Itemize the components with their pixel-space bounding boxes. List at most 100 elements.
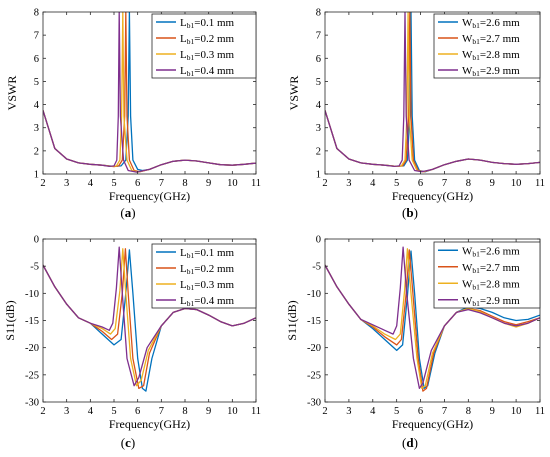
plot-frame-a (42, 11, 257, 175)
x-tick-label: 7 (442, 178, 447, 189)
y-tick-label: 0 (316, 235, 321, 246)
legend-label-value: =2.8 mm (480, 278, 520, 290)
legend-label-subscript: b1 (472, 282, 480, 291)
legend-entry-3: Lb1=0.3 mm (180, 279, 234, 292)
plot-frame-b (324, 11, 541, 175)
y-tick-label: 1 (34, 170, 39, 181)
legend-entry-4: Wb1=2.9 mm (462, 65, 520, 78)
legend-box (151, 13, 257, 79)
y-tick-label: -20 (25, 343, 39, 354)
x-tick-label: 5 (111, 178, 116, 189)
legend-label-value: =0.4 mm (194, 65, 234, 77)
legend-label-base: L (180, 279, 187, 291)
legend-label-value: =0.3 mm (194, 49, 234, 61)
x-tick-label: 7 (159, 178, 164, 189)
legend-label-value: =0.2 mm (194, 263, 234, 275)
y-axis-label: S11(dB) (3, 300, 17, 340)
caption-close: ) (131, 205, 135, 220)
legend-label-value: =2.6 mm (480, 245, 520, 257)
x-tick-label: 6 (418, 178, 423, 189)
legend-label-subscript: b1 (187, 251, 195, 260)
x-tick-label: 10 (227, 178, 238, 189)
x-tick-label: 2 (322, 178, 327, 189)
x-tick-label: 11 (251, 406, 261, 417)
legend-label-subscript: b1 (472, 53, 480, 62)
legend-label-subscript: b1 (187, 267, 195, 276)
y-tick-label: 4 (34, 100, 40, 111)
legend-label-subscript: b1 (472, 37, 480, 46)
caption-close: ) (414, 435, 418, 450)
legend-label-subscript: b1 (472, 299, 480, 308)
x-axis-label: Frequency(GHz) (392, 189, 473, 203)
legend-label-base: W (462, 295, 473, 307)
legend-label-subscript: b1 (187, 21, 195, 30)
x-axis-label: Frequency(GHz) (109, 189, 190, 203)
legend-entry-1: Wb1=2.6 mm (462, 17, 520, 30)
legend-label-subscript: b1 (187, 283, 195, 292)
x-tick-label: 2 (322, 406, 327, 417)
legend-label-base: W (462, 33, 473, 45)
legend-label-base: L (180, 263, 187, 275)
x-tick-label: 5 (394, 406, 399, 417)
legend-entry-4: Lb1=0.4 mm (180, 65, 234, 78)
x-tick-label: 10 (227, 406, 238, 417)
caption-open: ( (121, 435, 125, 450)
x-tick-label: 3 (64, 178, 69, 189)
x-tick-label: 10 (511, 406, 522, 417)
y-tick-label: -25 (25, 370, 39, 381)
x-tick-label: 10 (511, 178, 522, 189)
series-line-c-4 (43, 246, 256, 387)
x-tick-label: 6 (135, 178, 140, 189)
y-tick-label: 5 (34, 77, 39, 88)
legend-entry-3: Wb1=2.8 mm (462, 49, 520, 62)
panel-a-series (43, 12, 256, 173)
caption-letter: b (406, 205, 413, 220)
legend-entry-4: Wb1=2.9 mm (462, 295, 520, 308)
y-tick-label: -15 (307, 316, 321, 327)
y-tick-label: 7 (34, 31, 39, 42)
caption-letter: d (406, 435, 414, 450)
y-tick-label: 2 (34, 146, 39, 157)
x-tick-label: 8 (466, 406, 471, 417)
legend-entry-4: Lb1=0.4 mm (180, 295, 234, 308)
legend-label-subscript: b1 (187, 299, 195, 308)
legend-entry-3: Wb1=2.8 mm (462, 278, 520, 291)
legend-label-base: L (180, 247, 187, 259)
x-tick-label: 4 (370, 406, 376, 417)
legend-label-base: W (462, 262, 473, 274)
legend-label-base: W (462, 278, 473, 290)
legend-label-base: L (180, 295, 187, 307)
legend-entry-2: Lb1=0.2 mm (180, 263, 234, 276)
x-tick-label: 8 (182, 178, 187, 189)
y-tick-label: 6 (316, 54, 321, 65)
x-tick-label: 9 (206, 406, 211, 417)
legend-label-base: L (180, 17, 187, 29)
panel-a: 2 3 4 5 6 7 8 9 10 1112345678Frequency(GHz)VSWRLb… (5, 8, 261, 221)
legend-label-subscript: b1 (472, 21, 480, 30)
y-tick-label: 1 (316, 170, 321, 181)
panel-c: 2 3 4 5 6 7 8 9 10 11 -30 -25 -20 -15 -10 -5 0 Frequency(… (3, 235, 261, 451)
panel-caption: (b) (402, 205, 418, 220)
legend-box (433, 13, 541, 79)
caption-open: ( (120, 205, 124, 220)
caption-open: ( (402, 435, 406, 450)
y-tick-label: 8 (316, 8, 321, 19)
panel-d-series (325, 246, 540, 392)
x-tick-label: 4 (88, 406, 94, 417)
legend-label-subscript: b1 (187, 53, 195, 62)
x-tick-label: 7 (159, 406, 164, 417)
legend-label-value: =2.9 mm (480, 65, 520, 77)
x-tick-label: 8 (466, 178, 471, 189)
caption-close: ) (131, 435, 135, 450)
y-tick-label: -5 (30, 262, 39, 273)
y-axis-label: S11(dB) (285, 300, 299, 340)
legend-label-value: =2.9 mm (480, 295, 520, 307)
legend-label-value: =0.1 mm (194, 247, 234, 259)
legend-label-value: =2.7 mm (480, 33, 520, 45)
x-tick-label: 9 (490, 178, 495, 189)
legend-entry-2: Lb1=0.2 mm (180, 33, 234, 46)
x-axis-label: Frequency(GHz) (109, 417, 190, 431)
legend-entry-2: Wb1=2.7 mm (462, 262, 520, 275)
